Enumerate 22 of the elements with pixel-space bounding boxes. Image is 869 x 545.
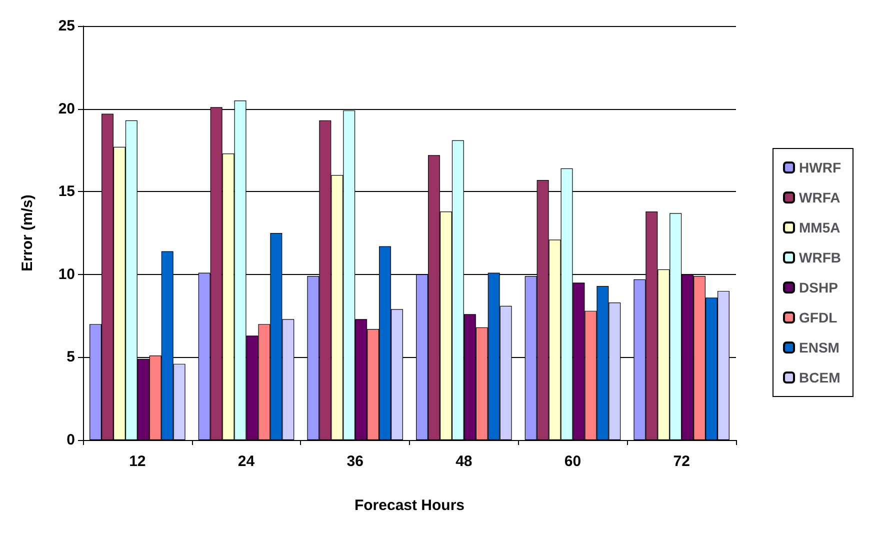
y-tick-label: 15 bbox=[58, 183, 75, 200]
y-tick-label: 20 bbox=[58, 100, 75, 118]
legend-label: BCEM bbox=[799, 370, 840, 386]
legend-label: DSHP bbox=[799, 280, 838, 296]
x-axis-title: Forecast Hours bbox=[354, 497, 465, 514]
y-axis-title: Error (m/s) bbox=[19, 194, 36, 272]
y-tick-label: 10 bbox=[58, 266, 75, 283]
x-tick-label: 60 bbox=[564, 453, 582, 470]
legend-label: WRFA bbox=[799, 190, 840, 206]
legend-label: MM5A bbox=[799, 220, 840, 236]
x-tick-label: 24 bbox=[238, 453, 256, 470]
y-tick-label: 5 bbox=[66, 348, 75, 366]
x-tick-label: 72 bbox=[673, 453, 690, 470]
y-tick-label: 0 bbox=[66, 432, 75, 448]
y-tick-label: 25 bbox=[58, 18, 75, 34]
legend-label: ENSM bbox=[799, 340, 840, 356]
legend-label: HWRF bbox=[799, 160, 842, 176]
legend-label: WRFB bbox=[799, 250, 842, 266]
x-tick-label: 12 bbox=[129, 453, 146, 470]
legend-label: GFDL bbox=[799, 310, 838, 326]
x-tick-label: 36 bbox=[346, 453, 364, 470]
x-tick-label: 48 bbox=[456, 453, 472, 470]
